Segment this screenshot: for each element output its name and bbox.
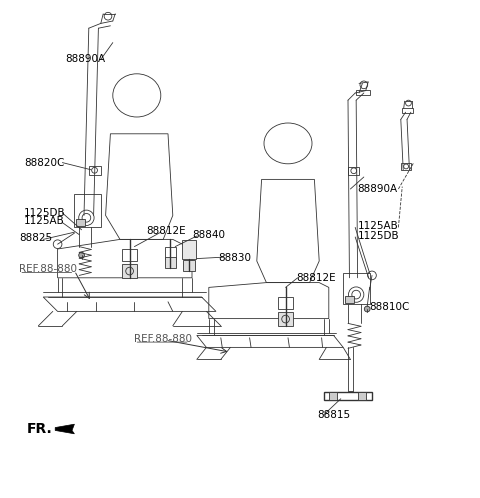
- Text: 88840: 88840: [192, 230, 225, 240]
- Text: 88815: 88815: [317, 409, 350, 420]
- Text: 1125AB: 1125AB: [358, 222, 398, 232]
- Bar: [278, 312, 293, 326]
- Bar: [348, 167, 359, 175]
- Bar: [165, 256, 176, 268]
- Text: 1125AB: 1125AB: [24, 216, 65, 226]
- Bar: [324, 391, 372, 400]
- Bar: [122, 249, 137, 261]
- Bar: [278, 297, 293, 309]
- Bar: [74, 194, 101, 228]
- Bar: [401, 163, 411, 170]
- Text: 88812E: 88812E: [296, 273, 336, 283]
- Text: 88890A: 88890A: [358, 184, 398, 194]
- Bar: [329, 391, 337, 400]
- Bar: [358, 391, 366, 400]
- Text: 88812E: 88812E: [146, 226, 186, 236]
- Text: FR.: FR.: [26, 422, 52, 436]
- Text: 1125DB: 1125DB: [358, 231, 399, 241]
- Text: REF.88-880: REF.88-880: [134, 334, 192, 344]
- Bar: [343, 273, 370, 304]
- Bar: [402, 109, 413, 113]
- Text: 88830: 88830: [218, 252, 252, 262]
- Text: REF.88-880: REF.88-880: [19, 264, 77, 274]
- Text: 88810C: 88810C: [370, 302, 410, 312]
- Text: 88825: 88825: [19, 233, 52, 243]
- Circle shape: [79, 252, 84, 258]
- Bar: [182, 241, 196, 258]
- Bar: [183, 260, 195, 270]
- Text: 88820C: 88820C: [24, 157, 64, 168]
- Polygon shape: [55, 424, 74, 434]
- Bar: [356, 90, 370, 96]
- Circle shape: [364, 306, 370, 312]
- Bar: [165, 247, 176, 258]
- Bar: [122, 264, 137, 278]
- Text: 1125DB: 1125DB: [24, 208, 66, 218]
- Bar: [76, 219, 85, 226]
- Text: 88890A: 88890A: [65, 54, 105, 64]
- Bar: [89, 166, 101, 175]
- Bar: [345, 296, 354, 303]
